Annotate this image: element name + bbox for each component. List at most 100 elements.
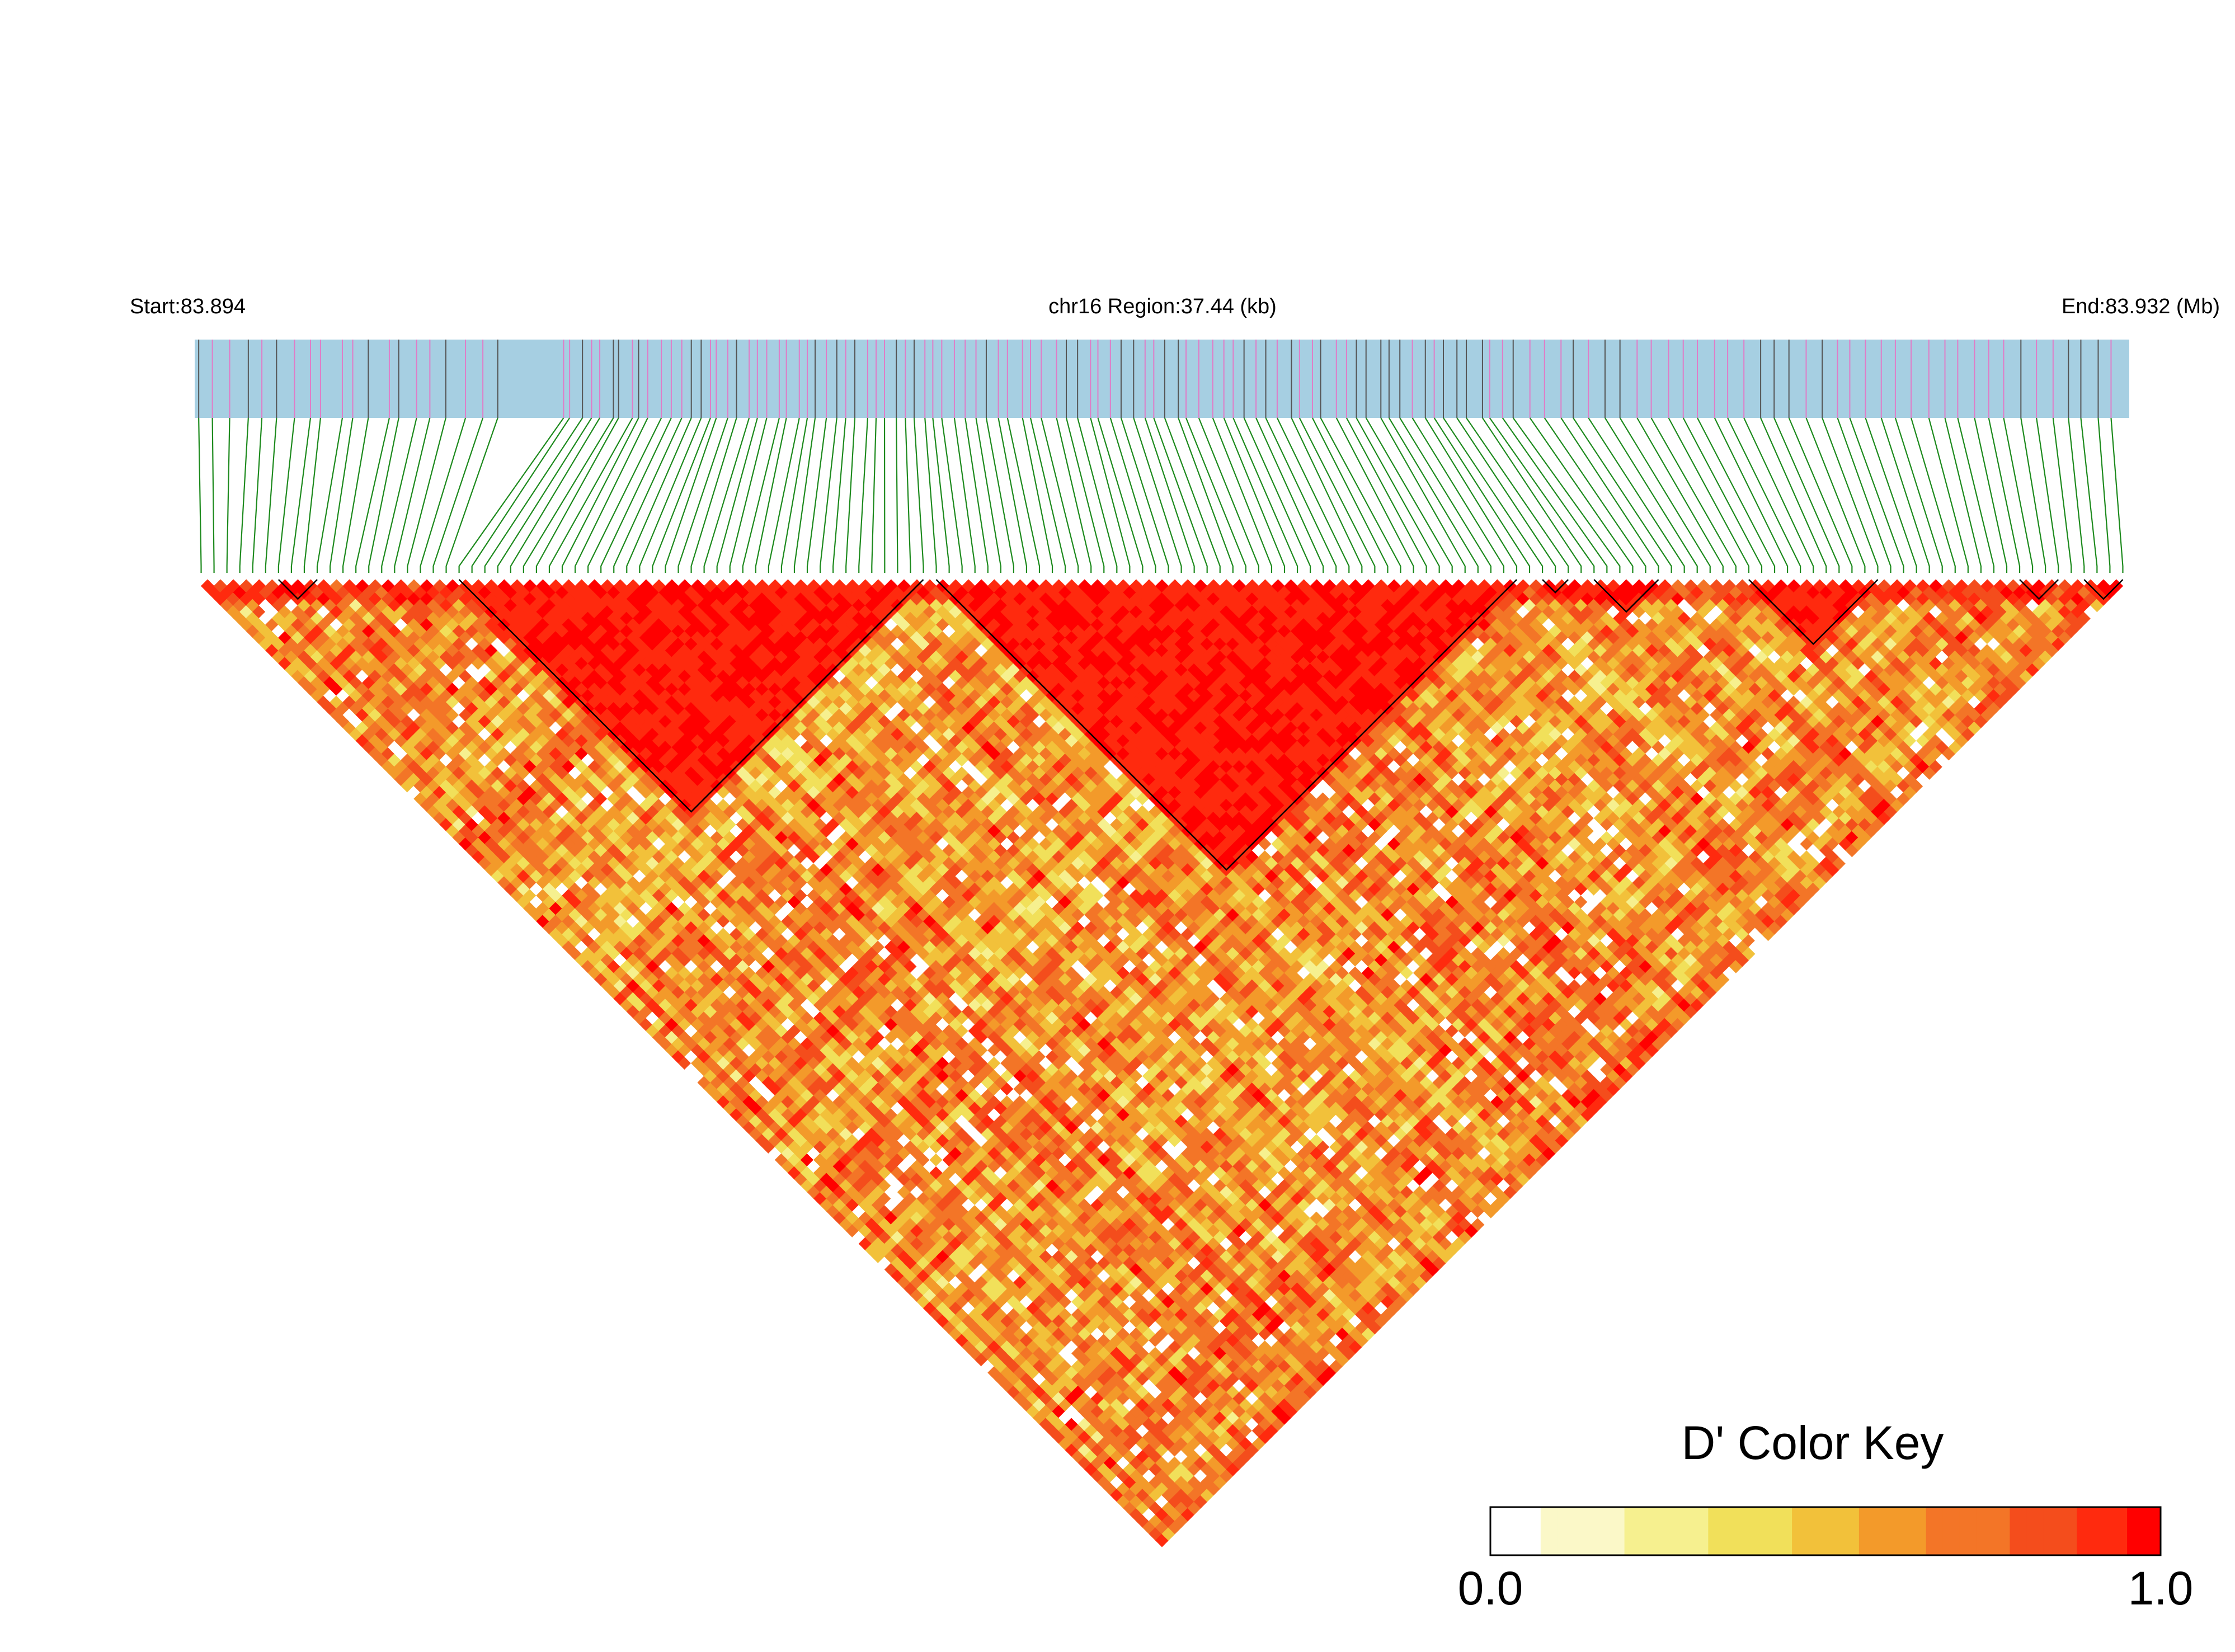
snp-tick-group (198, 340, 2112, 418)
ld-cell (962, 1288, 976, 1302)
snp-connector (1466, 417, 1569, 573)
snp-connector (1974, 417, 2008, 573)
snp-connector (677, 417, 728, 573)
snp-connector (819, 417, 837, 573)
snp-connector (1588, 417, 1685, 573)
ld-cell (1077, 1456, 1091, 1470)
snp-connector (1223, 417, 1286, 573)
ld-cell (884, 1224, 898, 1238)
snp-connector (1399, 417, 1491, 573)
ld-cell (1155, 1521, 1169, 1535)
ld-cell (1090, 1456, 1104, 1470)
ld-cell (981, 1320, 995, 1335)
ld-cell (858, 1224, 872, 1238)
snp-connector (975, 417, 1001, 573)
ld-cell (923, 1276, 937, 1289)
snp-connector (2036, 417, 2059, 573)
snp-connector (665, 417, 717, 573)
snp-connector (561, 417, 639, 573)
snp-connector (600, 417, 672, 573)
snp-connector (2110, 417, 2124, 573)
snp-connector (1380, 417, 1466, 573)
snp-connector (1291, 417, 1363, 573)
snp-connector (896, 417, 898, 573)
ld-cell (807, 1172, 821, 1187)
snp-connector (1232, 417, 1298, 573)
ld-cell (852, 1204, 866, 1218)
ld-cell (1116, 1456, 1130, 1470)
snp-connector (265, 417, 277, 573)
snp-connector (964, 417, 989, 573)
ld-cell (929, 1307, 943, 1322)
snp-connector (985, 417, 1014, 573)
ld-cell (942, 1320, 956, 1335)
snp-connector (1911, 417, 1956, 573)
snp-connector (716, 417, 758, 573)
ld-cell (935, 1288, 950, 1302)
ld-cell (826, 1192, 840, 1206)
ld-cell (388, 714, 402, 728)
snp-connector (2020, 417, 2046, 573)
snp-connector (1502, 417, 1608, 573)
ld-cell (949, 1288, 963, 1302)
ld-cell (794, 1172, 808, 1187)
snp-connector (1743, 417, 1814, 573)
ld-cell (910, 1288, 924, 1302)
ld-cell (246, 585, 260, 600)
ld-cell (904, 1256, 917, 1270)
snp-connector (1928, 417, 1969, 573)
snp-connector (768, 417, 800, 573)
ld-cell (252, 630, 266, 644)
snp-connector (1041, 417, 1079, 573)
snp-connector (1276, 417, 1350, 573)
snp-connector (2052, 417, 2072, 573)
snp-connector (729, 417, 768, 573)
snp-connector (1065, 417, 1105, 573)
snp-connector (755, 417, 787, 573)
ld-cell (955, 1307, 969, 1322)
snp-connector (1605, 417, 1698, 573)
snp-connector (1727, 417, 1801, 573)
ld-cell (962, 1340, 976, 1354)
snp-connector (303, 417, 321, 573)
snp-connector (832, 417, 846, 573)
ld-cell (1110, 1475, 1124, 1489)
ld-cell (845, 1224, 859, 1238)
snp-connector (497, 417, 592, 573)
snp-connector (1198, 417, 1259, 573)
ld-cell (1032, 1372, 1047, 1386)
snp-connector (587, 417, 662, 573)
snp-connector (703, 417, 750, 573)
ld-cell (878, 1256, 892, 1270)
snp-connector (1433, 417, 1531, 573)
ld-cell (258, 585, 272, 600)
ld-cell (891, 1256, 905, 1270)
snp-connector (420, 417, 467, 573)
snp-connector (1345, 417, 1427, 573)
ld-cell (1174, 1501, 1188, 1515)
ld-cell (529, 869, 544, 883)
snp-connector (1529, 417, 1634, 573)
ld-cell (935, 1276, 950, 1289)
ld-cell (981, 1307, 995, 1322)
ld-cell (401, 727, 415, 741)
snp-connector (458, 417, 564, 573)
snp-connector (1668, 417, 1750, 573)
snp-connector (1077, 417, 1118, 573)
ld-cell (1123, 1488, 1137, 1502)
snp-connector (1714, 417, 1789, 573)
ld-cell (1155, 1495, 1169, 1509)
ld-cell (458, 798, 473, 812)
snp-connector (1944, 417, 1982, 573)
snp-connector (277, 417, 295, 573)
ld-cell (330, 643, 344, 657)
snp-connector (953, 417, 976, 573)
snp-connector (1682, 417, 1763, 573)
snp-connector (445, 417, 498, 573)
ld-cell (923, 1288, 937, 1302)
ld-cell (252, 579, 266, 593)
ld-cell (929, 1256, 943, 1270)
snp-connector (381, 417, 417, 573)
ld-cell (1039, 1404, 1053, 1419)
